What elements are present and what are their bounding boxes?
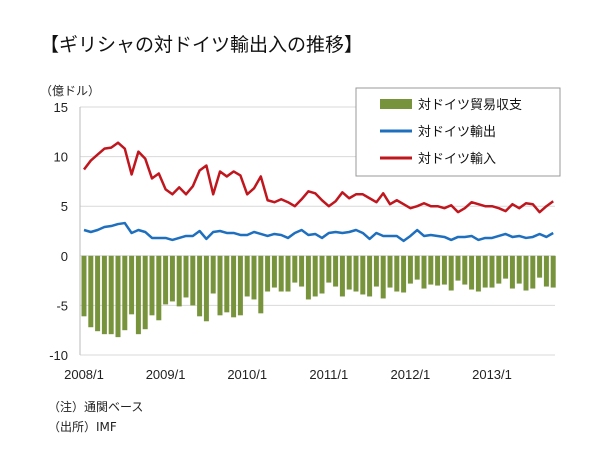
balance-bar: [394, 255, 400, 292]
balance-bar: [441, 255, 447, 285]
balance-bar: [122, 255, 128, 331]
balance-bar: [333, 255, 339, 287]
balance-bar: [312, 255, 318, 297]
y-tick-label: -10: [49, 348, 68, 363]
note-source: （出所）IMF: [48, 420, 117, 434]
balance-bar: [197, 255, 203, 317]
legend-label: 対ドイツ貿易収支: [418, 98, 522, 113]
balance-bar: [503, 255, 509, 279]
balance-bar: [489, 255, 495, 288]
balance-bar: [183, 255, 189, 298]
balance-bar: [469, 255, 475, 290]
balance-bar: [530, 255, 536, 289]
balance-bar: [537, 255, 543, 278]
y-axis-unit: （億ドル）: [40, 84, 101, 98]
balance-bar: [435, 255, 441, 286]
balance-bar: [81, 255, 87, 317]
balance-bar: [258, 255, 264, 314]
balance-bar: [176, 255, 182, 307]
balance-bar: [217, 255, 223, 316]
balance-bar: [496, 255, 502, 284]
balance-bar: [550, 255, 556, 288]
balance-bar: [251, 255, 257, 300]
balance-bar: [101, 255, 107, 335]
balance-bar: [237, 255, 243, 316]
balance-bar: [115, 255, 121, 338]
balance-bar: [142, 255, 148, 330]
balance-bar: [163, 255, 169, 305]
x-tick-label: 2013/1: [472, 367, 512, 382]
balance-bar: [475, 255, 481, 292]
x-tick-label: 2009/1: [146, 367, 186, 382]
balance-bar: [509, 255, 515, 289]
x-tick-label: 2010/1: [227, 367, 267, 382]
balance-bar: [108, 255, 114, 335]
balance-bar: [244, 255, 250, 297]
balance-bar: [516, 255, 522, 284]
y-tick-label: 15: [54, 100, 68, 115]
balance-bar: [224, 255, 230, 313]
balance-bar: [190, 255, 196, 306]
balance-bar: [380, 255, 386, 299]
balance-bar: [231, 255, 237, 318]
import-line: [83, 141, 554, 214]
balance-bar: [339, 255, 345, 297]
balance-bar: [88, 255, 94, 328]
balance-bar: [156, 255, 162, 321]
legend-swatch-balance: [380, 99, 412, 109]
y-tick-label: -5: [56, 298, 68, 313]
balance-bar: [455, 255, 461, 281]
balance-bar: [543, 255, 549, 287]
balance-bar: [95, 255, 101, 332]
balance-bar: [401, 255, 407, 293]
x-tick-label: 2012/1: [391, 367, 431, 382]
balance-bar: [448, 255, 454, 291]
balance-bar: [271, 255, 277, 288]
balance-bar: [326, 255, 332, 283]
legend-label: 対ドイツ輸出: [418, 125, 496, 140]
balance-bar: [421, 255, 427, 289]
balance-bar: [523, 255, 529, 291]
balance-bar: [387, 255, 393, 288]
balance-bar: [373, 255, 379, 287]
balance-bar: [414, 255, 420, 280]
export-line: [83, 221, 554, 243]
x-tick-label: 2008/1: [64, 367, 104, 382]
y-tick-label: 10: [54, 150, 68, 165]
balance-bar: [265, 255, 271, 292]
note-basis: （注）通関ベース: [48, 400, 144, 414]
x-tick-label: 2011/1: [309, 367, 348, 382]
balance-bar: [299, 255, 305, 287]
balance-bar: [292, 255, 298, 283]
balance-bar: [482, 255, 488, 288]
y-tick-label: 0: [61, 249, 68, 264]
balance-bar: [210, 255, 216, 294]
balance-bar: [129, 255, 135, 315]
balance-bar: [319, 255, 325, 294]
balance-bar: [428, 255, 434, 285]
balance-bar: [367, 255, 373, 297]
balance-bar: [149, 255, 155, 316]
y-tick-label: 5: [61, 199, 68, 214]
legend-label: 対ドイツ輸入: [418, 152, 496, 167]
balance-bar: [407, 255, 413, 284]
balance-bar: [353, 255, 359, 292]
balance-bar: [278, 255, 284, 292]
balance-bar: [203, 255, 209, 322]
balance-bar: [169, 255, 175, 302]
balance-bar: [346, 255, 352, 290]
balance-bar: [135, 255, 141, 335]
balance-bar: [360, 255, 366, 295]
balance-bar: [285, 255, 291, 292]
balance-bar: [305, 255, 311, 300]
chart-title: 【ギリシャの対ドイツ輸出入の推移】: [40, 34, 364, 56]
balance-bar: [462, 255, 468, 285]
